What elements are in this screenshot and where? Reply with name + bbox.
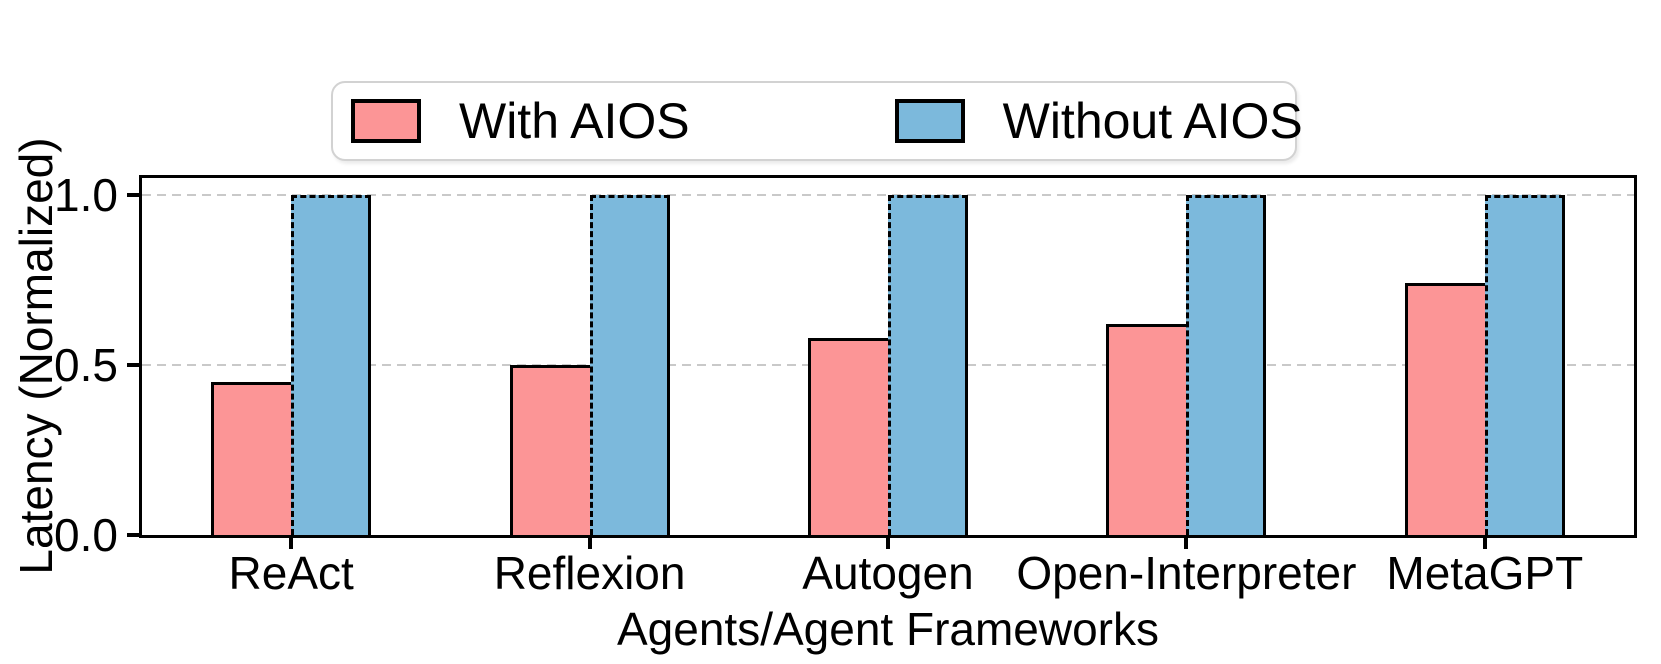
- with-aios-swatch: [351, 99, 421, 143]
- bar-without-aios-Reflexion: [589, 195, 670, 535]
- plot-area: [139, 175, 1637, 538]
- bar-with-aios-Reflexion: [509, 365, 590, 535]
- chart-legend: With AIOS Without AIOS: [331, 81, 1303, 161]
- y-tick-label-0.0: 0.0: [54, 509, 118, 561]
- x-tick-Open-Interpreter: [1184, 538, 1189, 549]
- with-aios-label: With AIOS: [459, 93, 690, 149]
- y-tick-0.0: [127, 533, 139, 537]
- y-tick-0.5: [127, 363, 139, 367]
- bar-without-aios-MetaGPT: [1484, 195, 1565, 535]
- without-aios-swatch: [894, 99, 965, 143]
- x-tick-label-Autogen: Autogen: [802, 547, 974, 599]
- x-tick-ReAct: [289, 538, 294, 549]
- x-tick-label-Reflexion: Reflexion: [493, 547, 686, 599]
- bar-with-aios-ReAct: [211, 382, 292, 535]
- x-tick-Reflexion: [587, 538, 592, 549]
- bar-with-aios-MetaGPT: [1404, 283, 1485, 535]
- legend-item-without-aios: Without AIOS: [894, 93, 1303, 149]
- bar-with-aios-Open-Interpreter: [1106, 324, 1187, 535]
- y-tick-1.0: [127, 193, 139, 197]
- x-tick-label-ReAct: ReAct: [228, 547, 354, 599]
- x-tick-label-Open-Interpreter: Open-Interpreter: [1016, 547, 1357, 599]
- bar-without-aios-ReAct: [291, 195, 372, 535]
- x-tick-MetaGPT: [1482, 538, 1487, 549]
- bar-with-aios-Autogen: [808, 338, 888, 535]
- x-tick-Autogen: [886, 538, 890, 549]
- y-tick-label-1.0: 1.0: [54, 169, 118, 221]
- legend-item-with-aios: With AIOS: [351, 95, 690, 147]
- y-tick-label-0.5: 0.5: [54, 339, 118, 391]
- bar-without-aios-Autogen: [888, 195, 968, 535]
- bar-without-aios-Open-Interpreter: [1186, 195, 1267, 535]
- x-tick-label-MetaGPT: MetaGPT: [1386, 547, 1584, 599]
- x-axis-title: Agents/Agent Frameworks: [616, 603, 1159, 655]
- without-aios-label: Without AIOS: [1002, 93, 1303, 149]
